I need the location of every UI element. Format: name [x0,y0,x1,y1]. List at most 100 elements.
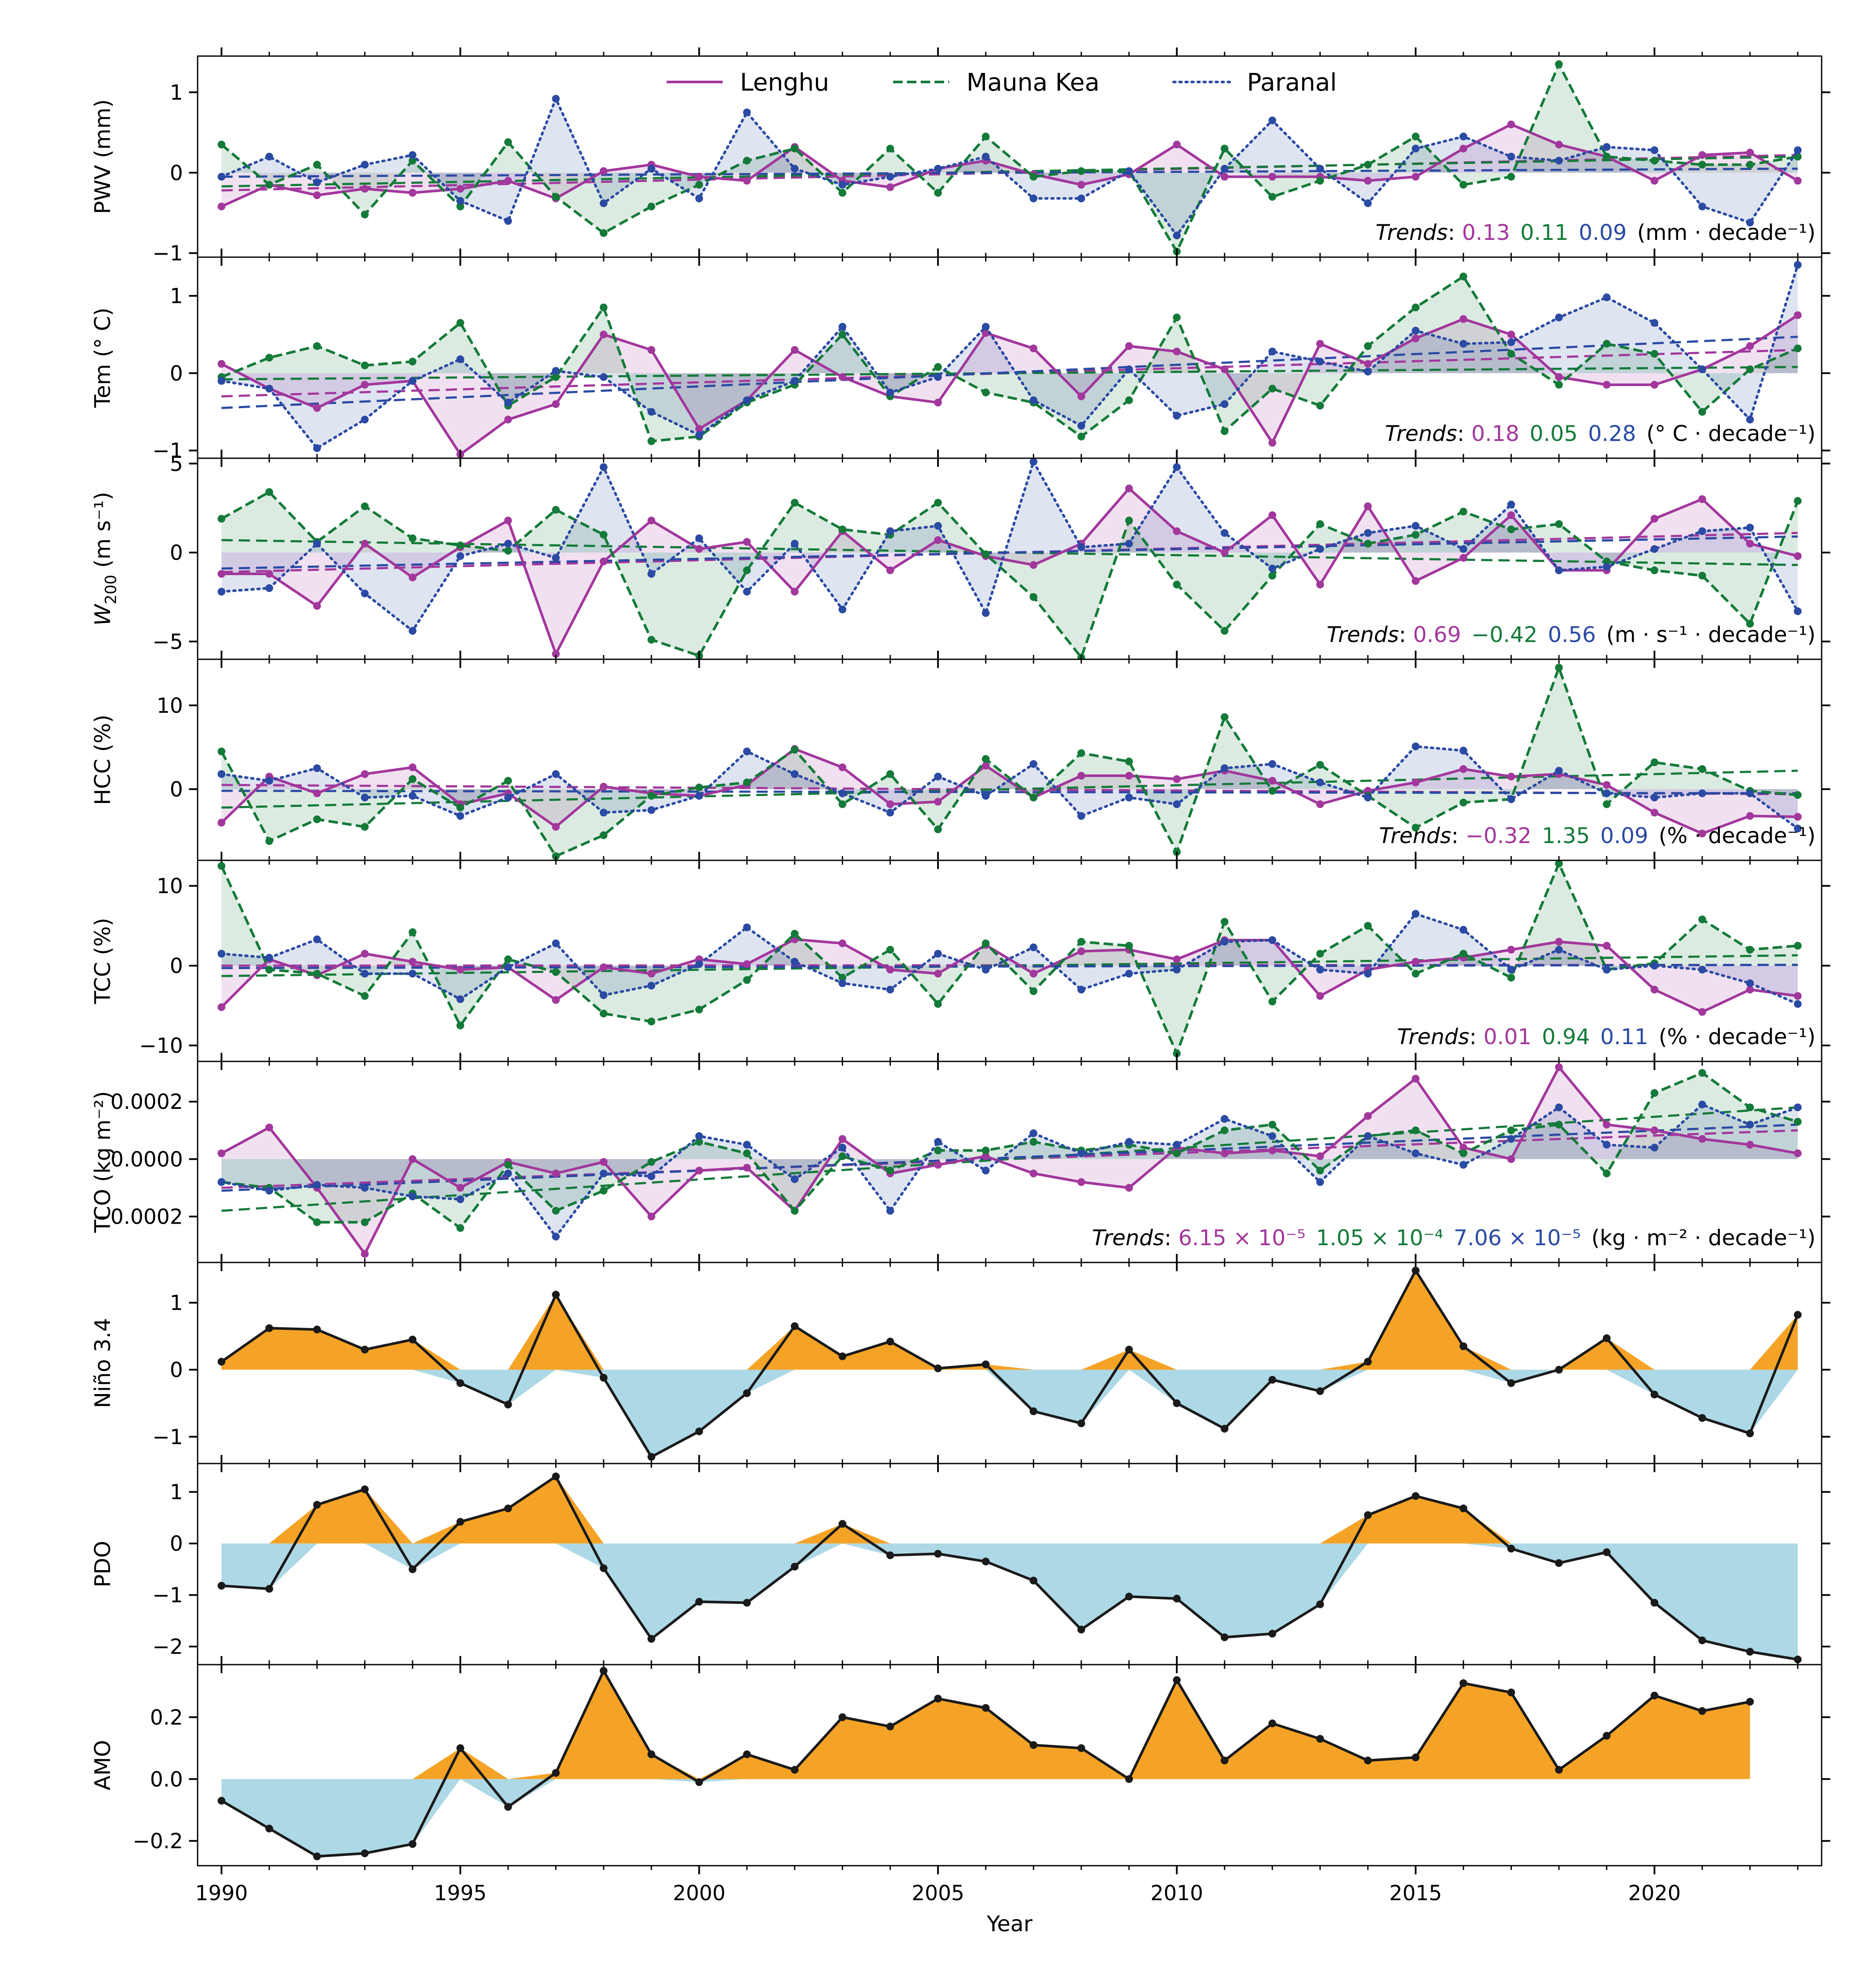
plot-area-tco [217,1063,1802,1258]
point-tcc-0-0 [217,1003,226,1011]
point-tco-0-8 [600,1158,607,1166]
point-tcc-2-11 [743,923,751,932]
point-tco-1-28 [1555,1121,1563,1129]
point-tco-2-15 [934,1138,942,1146]
point-tco-0-22 [1268,1146,1276,1155]
point-hcc-1-2 [313,815,321,823]
point-pdo-19 [1125,1593,1133,1601]
point-tco-1-32 [1746,1103,1754,1111]
point-amo-28 [1555,1766,1563,1774]
point-w200-1-26 [1459,507,1467,516]
point-tco-2-0 [217,1178,226,1186]
point-pwv-0-21 [1221,173,1229,181]
point-tem-2-7 [552,367,560,375]
point-tcc-0-33 [1794,992,1802,1000]
point-tco-2-19 [1125,1138,1133,1146]
trends-label-pwv: Trends [1376,220,1448,245]
point-hcc-2-22 [1268,760,1276,768]
trends-colon-hcc: : [1451,823,1466,848]
point-amo-31 [1698,1707,1706,1715]
point-w200-2-7 [552,554,560,562]
point-hcc-1-6 [504,777,512,785]
point-tco-0-18 [1077,1178,1086,1186]
point-hcc-0-27 [1507,772,1515,781]
point-amo-2 [313,1852,321,1861]
point-amo-8 [600,1667,607,1675]
point-hcc-2-26 [1459,746,1467,755]
point-pwv-0-10 [695,173,703,181]
ytick-label-tco-0: −0.0002 [93,1205,183,1229]
point-tem-2-19 [1125,365,1133,373]
point-tcc-0-9 [647,970,655,978]
point-tcc-1-2 [313,970,321,978]
ytick-label-amo-2: 0.2 [150,1706,183,1730]
ytick-label-w200-0: −5 [152,630,183,654]
series-line-w200-2 [220,460,1799,633]
point-pwv-0-11 [743,176,751,185]
point-tcc-2-9 [647,982,655,990]
point-w200-2-27 [1507,501,1515,509]
point-w200-1-33 [1794,497,1802,505]
point-tem-2-8 [600,373,607,381]
point-tcc-2-21 [1221,938,1229,946]
point-tcc-0-7 [552,996,560,1004]
plot-area-hcc [217,664,1802,860]
point-w200-1-4 [409,534,417,542]
point-pwv-2-13 [838,181,847,189]
point-tco-2-8 [600,1169,607,1177]
fill-tem-2 [221,264,1798,448]
point-tcc-1-3 [361,992,369,1000]
fill-w200-1 [221,492,1798,658]
point-tem-2-24 [1364,368,1372,376]
point-hcc-2-1 [265,777,274,785]
point-hcc-0-15 [934,798,942,806]
point-tcc-2-30 [1650,962,1659,970]
point-amo-3 [361,1849,369,1857]
point-tcc-2-8 [600,991,607,999]
point-tco-2-31 [1698,1100,1706,1108]
fill-w200-0 [221,488,1798,654]
point-tem-2-26 [1459,340,1467,348]
point-tcc-1-26 [1459,950,1467,958]
point-hcc-0-30 [1650,809,1659,817]
point-tcc-2-17 [1029,943,1038,951]
legend-label-2: Paranal [1247,69,1337,97]
trend-value-tem-2: 0.28 [1588,421,1636,446]
point-pdo-33 [1794,1656,1802,1664]
point-tem-1-25 [1412,303,1420,312]
point-hcc-1-21 [1221,713,1229,721]
fill-tcc-1 [221,863,1798,1054]
point-w200-2-15 [934,522,942,530]
point-tem-0-19 [1125,342,1133,350]
point-pwv-1-4 [409,157,417,165]
positive-fill-amo [221,1671,1750,1779]
point-tcc-2-4 [409,970,417,978]
point-nino34-13 [838,1352,847,1360]
point-pwv-0-33 [1794,176,1802,185]
point-tem-0-15 [934,398,942,406]
ytick-label-nino34-0: −1 [152,1425,183,1449]
point-nino34-4 [409,1335,417,1344]
point-tco-2-27 [1507,1135,1515,1143]
point-w200-1-23 [1316,520,1324,528]
point-nino34-27 [1507,1379,1515,1387]
point-hcc-1-16 [982,755,990,763]
point-hcc-1-28 [1555,664,1563,672]
panel-tem: −1 0 1 Tem (° C) Trends: 0.18 0.05 0.28 (° C · … [90,249,1830,467]
fill-tcc-0 [221,939,1798,1012]
point-w200-1-25 [1412,531,1420,539]
point-tem-0-18 [1077,392,1086,400]
point-hcc-1-14 [886,770,894,778]
point-hcc-1-10 [695,784,703,792]
point-w200-2-22 [1268,564,1276,573]
point-w200-1-12 [790,499,799,507]
point-pwv-0-32 [1746,148,1754,157]
point-tcc-1-5 [456,1021,464,1029]
point-hcc-1-17 [1029,793,1038,802]
point-tcc-1-28 [1555,860,1563,868]
point-nino34-12 [790,1322,799,1330]
point-pdo-31 [1698,1636,1706,1644]
point-hcc-1-13 [838,800,847,808]
ytick-label-pwv-1: 0 [170,161,183,185]
point-pwv-0-4 [409,189,417,197]
